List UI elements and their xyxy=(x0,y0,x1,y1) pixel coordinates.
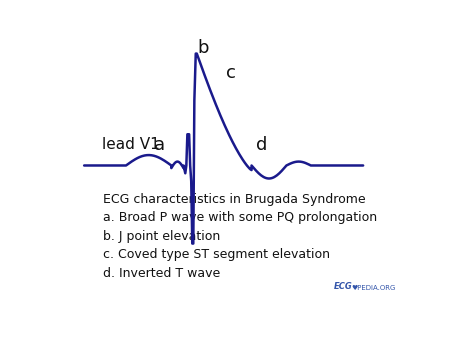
Text: d: d xyxy=(256,136,268,154)
Text: ECG characteristics in Brugada Syndrome
a. Broad P wave with some PQ prolongatio: ECG characteristics in Brugada Syndrome … xyxy=(104,193,378,280)
Text: c: c xyxy=(226,64,235,82)
Text: b: b xyxy=(197,40,208,57)
Text: ♥PEDIA.ORG: ♥PEDIA.ORG xyxy=(351,285,395,291)
Text: ECG: ECG xyxy=(333,282,352,291)
Text: lead V1: lead V1 xyxy=(102,137,159,152)
Text: a: a xyxy=(153,136,165,154)
